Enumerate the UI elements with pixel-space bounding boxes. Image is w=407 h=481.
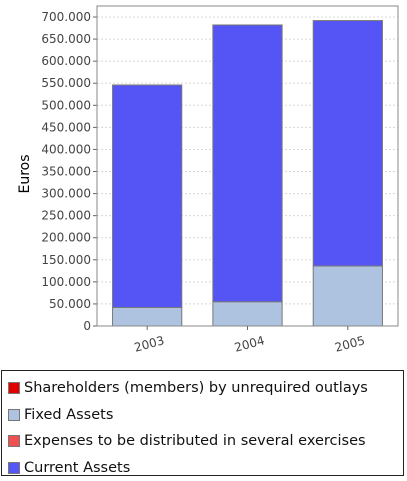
legend: Shareholders (members) by unrequired out…	[1, 370, 404, 476]
y-tick-label: 50.000	[49, 297, 91, 311]
y-tick-label: 200.000	[41, 231, 91, 245]
x-tick-label: 2003	[133, 333, 166, 354]
y-tick-label: 450.000	[41, 120, 91, 134]
legend-swatch	[8, 462, 20, 474]
legend-item-fixed-assets: Fixed Assets	[2, 402, 403, 429]
y-tick-label: 500.000	[41, 98, 91, 112]
y-tick-label: 350.000	[41, 165, 91, 179]
y-tick-label: 250.000	[41, 209, 91, 223]
bar-segment	[113, 85, 182, 307]
legend-label: Shareholders (members) by unrequired out…	[24, 380, 368, 396]
y-tick-label: 300.000	[41, 187, 91, 201]
legend-swatch	[8, 382, 20, 394]
legend-swatch	[8, 435, 20, 447]
legend-label: Current Assets	[24, 460, 130, 476]
legend-item-shareholders: Shareholders (members) by unrequired out…	[2, 375, 403, 402]
bar-segment	[313, 21, 382, 266]
y-axis-label: Euros	[17, 154, 33, 193]
legend-item-current-assets: Current Assets	[2, 455, 403, 481]
bar-segment	[113, 307, 182, 326]
y-tick-label: 600.000	[41, 54, 91, 68]
y-tick-label: 0	[83, 319, 91, 333]
y-tick-label: 550.000	[41, 76, 91, 90]
stacked-bar-chart: 0 50.000 100.000 150.000 200.000 250.000 300.0…	[0, 0, 407, 365]
bar-segment	[213, 25, 282, 302]
y-tick-label: 700.000	[41, 10, 91, 24]
y-tick-label: 650.000	[41, 32, 91, 46]
legend-label: Expenses to be distributed in several ex…	[24, 433, 366, 449]
legend-item-expenses: Expenses to be distributed in several ex…	[2, 428, 403, 455]
bar-segment	[213, 302, 282, 326]
x-tick-label: 2005	[333, 333, 366, 354]
y-tick-label: 150.000	[41, 253, 91, 267]
legend-label: Fixed Assets	[24, 407, 113, 423]
bar-segment	[313, 266, 382, 326]
x-tick-label: 2004	[233, 333, 266, 354]
y-tick-label: 400.000	[41, 142, 91, 156]
legend-swatch	[8, 409, 20, 421]
y-tick-label: 100.000	[41, 275, 91, 289]
